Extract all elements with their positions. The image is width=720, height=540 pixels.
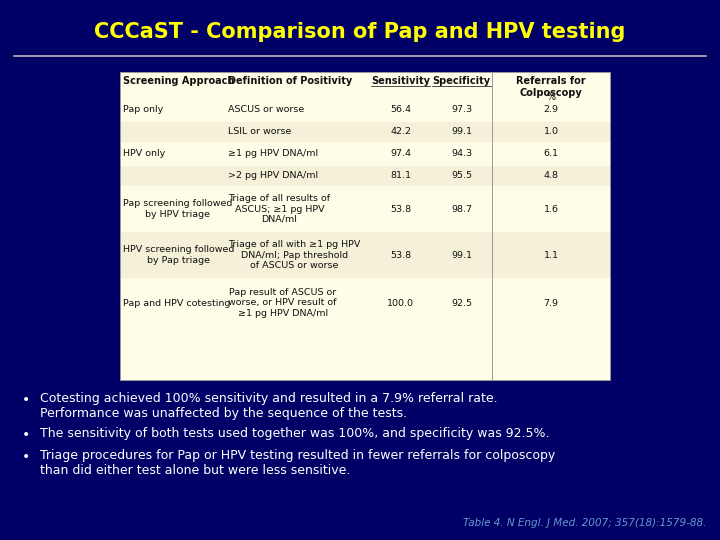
Bar xyxy=(120,278,610,328)
Bar xyxy=(120,72,610,380)
Text: 97.3: 97.3 xyxy=(451,105,472,114)
Text: 7.9: 7.9 xyxy=(544,299,559,307)
Text: 1.6: 1.6 xyxy=(544,205,559,213)
Text: Definition of Positivity: Definition of Positivity xyxy=(228,76,353,86)
Bar xyxy=(120,142,610,166)
Text: LSIL or worse: LSIL or worse xyxy=(228,127,292,137)
Text: 1.1: 1.1 xyxy=(544,251,559,260)
Text: Screening Approach: Screening Approach xyxy=(123,76,235,86)
Text: >2 pg HPV DNA/ml: >2 pg HPV DNA/ml xyxy=(228,172,318,180)
Text: 81.1: 81.1 xyxy=(390,172,411,180)
Text: 1.0: 1.0 xyxy=(544,127,559,137)
Text: ASCUS or worse: ASCUS or worse xyxy=(228,105,305,114)
Text: 56.4: 56.4 xyxy=(390,105,411,114)
Text: 2.9: 2.9 xyxy=(544,105,559,114)
Text: Triage of all results of
ASCUS; ≥1 pg HPV
DNA/ml: Triage of all results of ASCUS; ≥1 pg HP… xyxy=(228,194,330,224)
Text: 100.0: 100.0 xyxy=(387,299,414,307)
Text: Pap only: Pap only xyxy=(123,105,163,114)
Text: Pap result of ASCUS or
worse, or HPV result of
≥1 pg HPV DNA/ml: Pap result of ASCUS or worse, or HPV res… xyxy=(228,288,337,318)
Text: Cotesting achieved 100% sensitivity and resulted in a 7.9% referral rate.
Perfor: Cotesting achieved 100% sensitivity and … xyxy=(40,392,498,420)
Bar xyxy=(120,98,610,122)
Text: 4.8: 4.8 xyxy=(544,172,559,180)
Text: Specificity: Specificity xyxy=(433,76,491,86)
Text: Pap screening followed
by HPV triage: Pap screening followed by HPV triage xyxy=(123,199,233,219)
Text: 99.1: 99.1 xyxy=(451,127,472,137)
Bar xyxy=(120,232,610,278)
Text: %: % xyxy=(546,92,556,102)
Bar xyxy=(120,122,610,142)
Text: 97.4: 97.4 xyxy=(390,150,411,159)
Text: 53.8: 53.8 xyxy=(390,205,411,213)
Text: Triage procedures for Pap or HPV testing resulted in fewer referrals for colposc: Triage procedures for Pap or HPV testing… xyxy=(40,449,555,477)
Text: Table 4. N Engl. J Med. 2007; 357(18):1579-88.: Table 4. N Engl. J Med. 2007; 357(18):15… xyxy=(463,518,706,528)
Text: 42.2: 42.2 xyxy=(390,127,411,137)
Text: 92.5: 92.5 xyxy=(451,299,472,307)
Text: HPV only: HPV only xyxy=(123,150,166,159)
Text: 95.5: 95.5 xyxy=(451,172,472,180)
Text: Pap and HPV cotesting: Pap and HPV cotesting xyxy=(123,299,230,307)
Text: The sensitivity of both tests used together was 100%, and specificity was 92.5%.: The sensitivity of both tests used toget… xyxy=(40,427,549,440)
Text: 53.8: 53.8 xyxy=(390,251,411,260)
Text: 98.7: 98.7 xyxy=(451,205,472,213)
Bar xyxy=(120,166,610,186)
Text: •: • xyxy=(22,393,30,407)
Text: 99.1: 99.1 xyxy=(451,251,472,260)
Text: Referrals for
Colposcopy: Referrals for Colposcopy xyxy=(516,76,586,98)
Text: ≥1 pg HPV DNA/ml: ≥1 pg HPV DNA/ml xyxy=(228,150,318,159)
Text: CCCaST - Comparison of Pap and HPV testing: CCCaST - Comparison of Pap and HPV testi… xyxy=(94,22,626,42)
Text: HPV screening followed
by Pap triage: HPV screening followed by Pap triage xyxy=(123,245,235,265)
Text: •: • xyxy=(22,428,30,442)
Bar xyxy=(120,186,610,232)
Text: 94.3: 94.3 xyxy=(451,150,472,159)
Text: •: • xyxy=(22,450,30,464)
Text: Sensitivity: Sensitivity xyxy=(371,76,430,86)
Text: Triage of all with ≥1 pg HPV
DNA/ml; Pap threshold
of ASCUS or worse: Triage of all with ≥1 pg HPV DNA/ml; Pap… xyxy=(228,240,361,270)
Text: 6.1: 6.1 xyxy=(544,150,559,159)
